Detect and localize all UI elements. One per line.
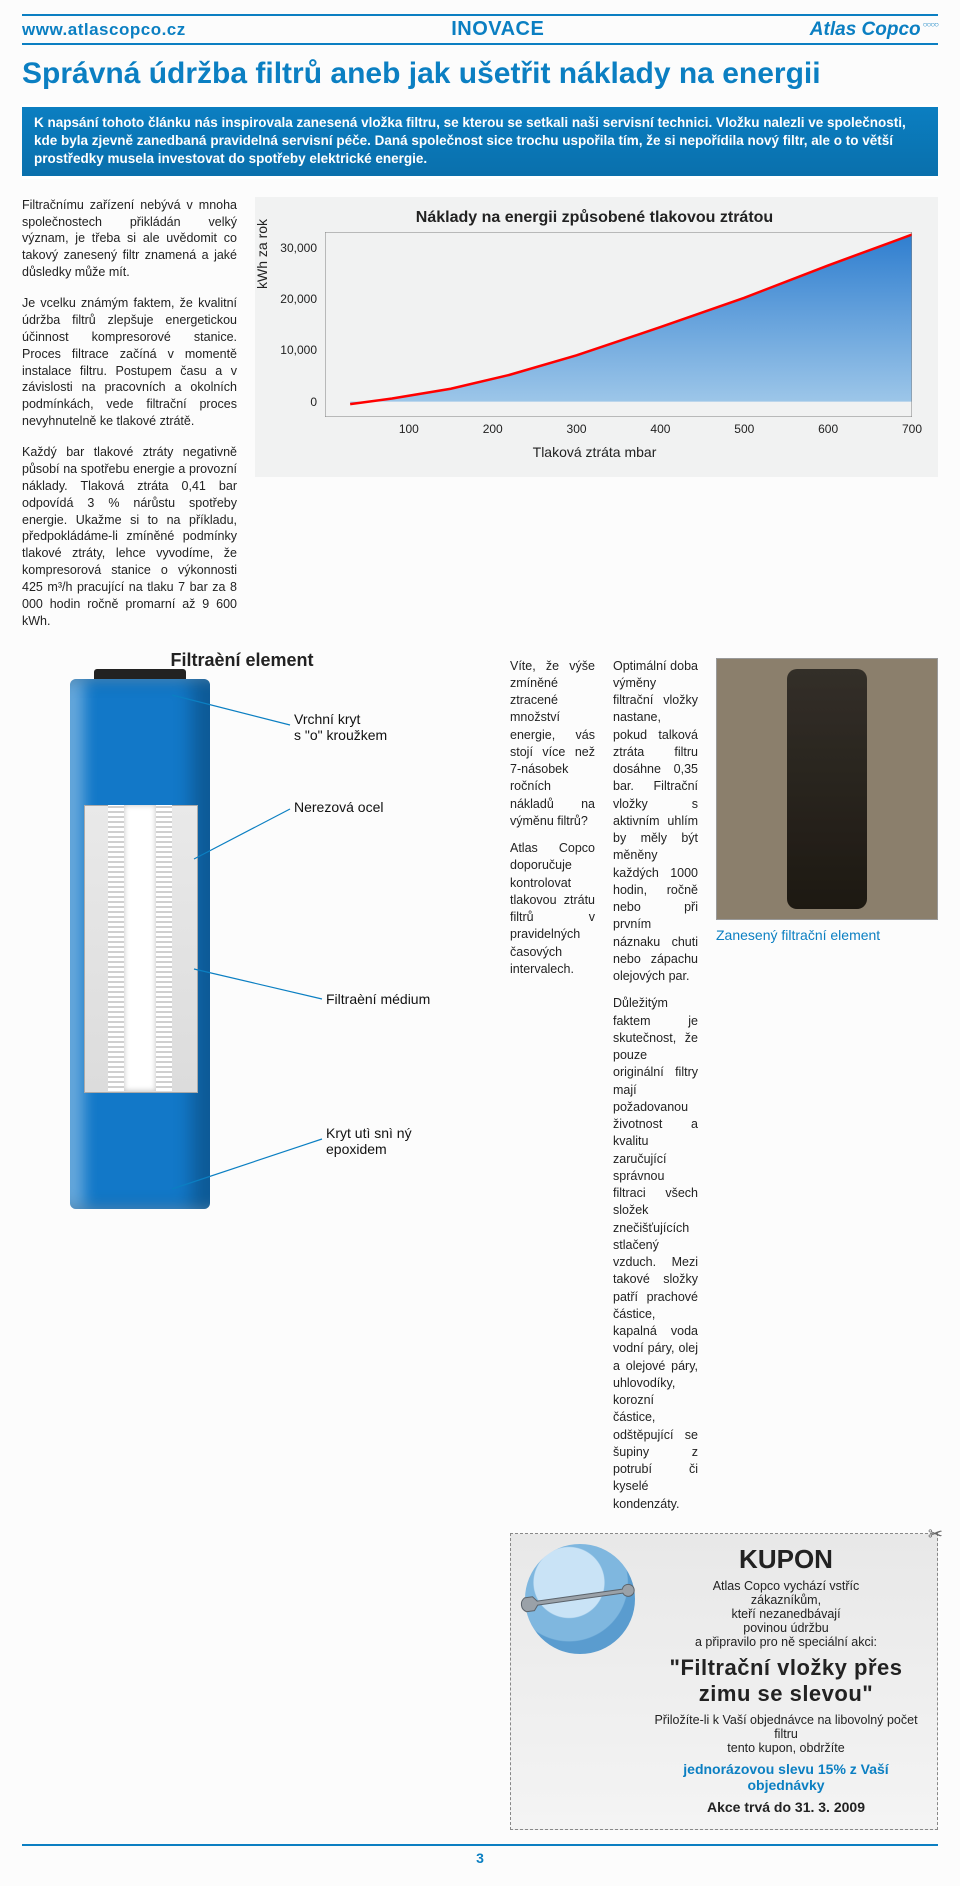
coupon-line: povinou údržbu [649, 1621, 923, 1635]
chart-title: Náklady na energii způsobené tlakovou zt… [265, 207, 924, 229]
paragraph: Atlas Copco doporučuje kontrolovat tlako… [510, 840, 595, 978]
left-column: Filtračnímu zařízení nebývá v mnoha spol… [22, 197, 237, 644]
dirty-filter-block: Zanesený filtrační element [716, 658, 938, 1523]
filter-core-inner [124, 805, 156, 1091]
callout-bottom: Kryt utì snì ný epoxidem [326, 1125, 412, 1157]
coupon-line: Atlas Copco vychází vstříc [649, 1579, 923, 1593]
coupon-title: KUPON [649, 1544, 923, 1575]
top-bar: www.atlascopco.cz INOVACE Atlas Copco [22, 14, 938, 45]
filter-diagram: Vrchní kryt s "o" kroužkem Nerezová ocel… [22, 679, 482, 1219]
coupon-line: Přiložíte-li k Vaší objednávce na libovo… [649, 1713, 923, 1741]
globe-icon [525, 1544, 635, 1654]
callout-top-cap: Vrchní kryt s "o" kroužkem [294, 711, 387, 743]
intro-box: K napsání tohoto článku nás inspirovala … [22, 104, 938, 179]
dirty-filter-photo [716, 658, 938, 920]
callout-medium: Filtraèní médium [326, 991, 430, 1007]
page-number: 3 [22, 1844, 938, 1866]
coupon-line: a připravilo pro ně speciální akci: [649, 1635, 923, 1649]
section-tag: INOVACE [451, 18, 544, 41]
wrench-icon [518, 1575, 644, 1618]
coupon: ✂ KUPON Atlas Copco vychází vstříc zákaz… [510, 1533, 938, 1830]
coupon-headline: "Filtrační vložky přes zimu se slevou" [649, 1655, 923, 1707]
paragraph: Filtračnímu zařízení nebývá v mnoha spol… [22, 197, 237, 281]
paragraph: Každý bar tlakové ztráty negativně působ… [22, 444, 237, 630]
energy-cost-chart: Náklady na energii způsobené tlakovou zt… [255, 197, 938, 477]
scissors-icon: ✂ [928, 1524, 943, 1545]
article-title: Správná údržba filtrů aneb jak ušetřit n… [22, 57, 938, 90]
callout-steel: Nerezová ocel [294, 799, 384, 815]
chart-xlabel: Tlaková ztráta mbar [265, 443, 924, 462]
paragraph: Optimální doba výměny filtrační vložky n… [613, 658, 698, 986]
filter-diagram-title: Filtraèní element [82, 650, 402, 671]
paragraph: Je vcelku známým faktem, že kvalitní údr… [22, 295, 237, 430]
paragraph: Důležitým faktem je skutečnost, že pouze… [613, 995, 698, 1513]
paragraph: Víte, že výše zmíněné ztracené množství … [510, 658, 595, 831]
coupon-line: zákazníkům, [649, 1593, 923, 1607]
mid-col-2: Optimální doba výměny filtrační vložky n… [613, 658, 698, 1523]
site-url[interactable]: www.atlascopco.cz [22, 20, 186, 40]
coupon-line: tento kupon, obdržíte [649, 1741, 923, 1755]
dirty-filter-caption: Zanesený filtrační element [716, 926, 938, 945]
mid-col-1: Víte, že výše zmíněné ztracené množství … [510, 658, 595, 1523]
coupon-line: kteří nezanedbávají [649, 1607, 923, 1621]
coupon-validity: Akce trvá do 31. 3. 2009 [649, 1799, 923, 1815]
brand-logo: Atlas Copco [810, 19, 938, 41]
coupon-discount: jednorázovou slevu 15% z Vaší objednávky [649, 1761, 923, 1793]
